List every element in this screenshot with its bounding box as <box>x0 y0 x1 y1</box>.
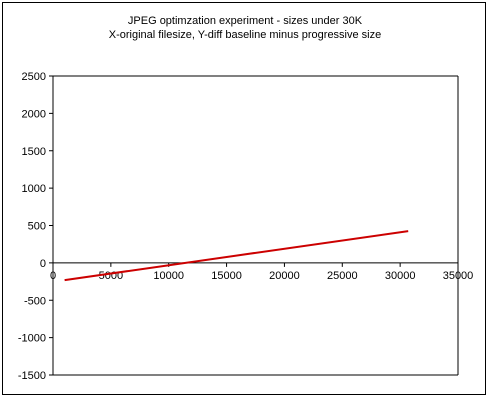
y-tick-label: 0 <box>40 258 46 270</box>
x-tick-label: 15000 <box>211 270 242 282</box>
y-tick-label: 2500 <box>22 71 46 83</box>
y-tick-label: -500 <box>24 295 46 307</box>
y-tick-label: 500 <box>28 221 46 233</box>
y-tick-label: -1500 <box>18 370 46 382</box>
plot-area <box>53 75 459 376</box>
y-tick-label: 1000 <box>22 183 46 195</box>
y-tick-label: -1000 <box>18 333 46 345</box>
series-line <box>64 230 409 282</box>
x-tick-label: 35000 <box>443 270 474 282</box>
chart-title: JPEG optimzation experiment - sizes unde… <box>127 15 363 27</box>
y-axis: 2500 2000 1500 1000 500 0 -500 -1000 -1500 <box>18 71 54 382</box>
chart-subtitle: X-original filesize, Y-diff baseline min… <box>108 29 382 41</box>
x-tick-label: 10000 <box>153 270 184 282</box>
x-tick-label: 20000 <box>269 270 300 282</box>
chart-frame <box>2 2 486 395</box>
x-tick-label: 30000 <box>385 270 416 282</box>
series-group <box>64 230 409 282</box>
x-tick-label: 25000 <box>327 270 358 282</box>
chart-title-block: JPEG optimzation experiment - sizes unde… <box>0 14 490 42</box>
y-tick-label: 2000 <box>22 108 46 120</box>
y-tick-label: 1500 <box>22 146 46 158</box>
